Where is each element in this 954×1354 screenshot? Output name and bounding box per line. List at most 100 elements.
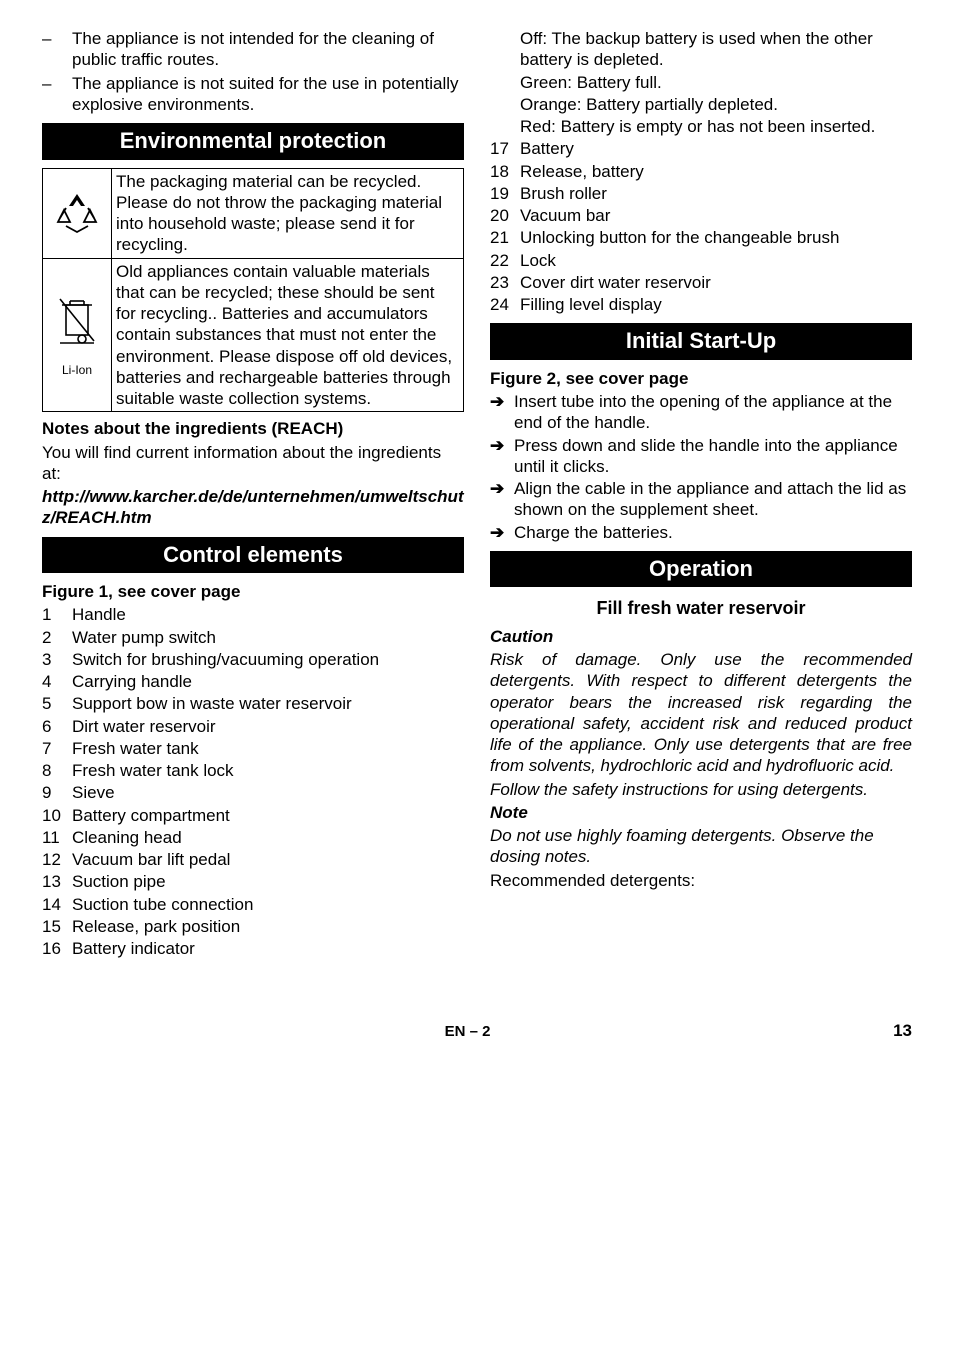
list-item: 11Cleaning head: [42, 827, 464, 848]
item-number: 6: [42, 716, 72, 737]
item-text: Vacuum bar: [520, 205, 610, 226]
item-number: 21: [490, 227, 520, 248]
intro-bullet: – The appliance is not suited for the us…: [42, 73, 464, 116]
operation-header: Operation: [490, 551, 912, 588]
item-number: 11: [42, 827, 72, 848]
item-number: 10: [42, 805, 72, 826]
wheelie-bin-icon: [52, 291, 102, 361]
list-item: 19Brush roller: [490, 183, 912, 204]
battery-state-red: Red: Battery is empty or has not been in…: [490, 116, 912, 137]
dash-marker: –: [42, 73, 72, 116]
list-item: 14Suction tube connection: [42, 894, 464, 915]
control-elements-list: 1Handle 2Water pump switch 3Switch for b…: [42, 604, 464, 959]
item-text: Filling level display: [520, 294, 662, 315]
item-text: Cover dirt water reservoir: [520, 272, 711, 293]
fill-reservoir-subhead: Fill fresh water reservoir: [490, 597, 912, 620]
dash-marker: –: [42, 28, 72, 71]
note-text: Do not use highly foaming detergents. Ob…: [490, 825, 912, 868]
item-number: 22: [490, 250, 520, 271]
step-text: Insert tube into the opening of the appl…: [514, 391, 912, 434]
environmental-table: The packaging material can be recycled. …: [42, 168, 464, 413]
list-item: 23Cover dirt water reservoir: [490, 272, 912, 293]
item-text: Carrying handle: [72, 671, 192, 692]
list-item: 20Vacuum bar: [490, 205, 912, 226]
item-text: Release, battery: [520, 161, 644, 182]
item-text: Switch for brushing/vacuuming operation: [72, 649, 379, 670]
item-text: Brush roller: [520, 183, 607, 204]
item-text: Battery: [520, 138, 574, 159]
arrow-icon: ➔: [490, 435, 514, 478]
list-item: 6Dirt water reservoir: [42, 716, 464, 737]
item-number: 20: [490, 205, 520, 226]
reach-text: You will find current information about …: [42, 442, 464, 485]
right-column: Off: The backup battery is used when the…: [490, 28, 912, 960]
step-text: Charge the batteries.: [514, 522, 673, 543]
item-text: Suction pipe: [72, 871, 166, 892]
item-number: 8: [42, 760, 72, 781]
list-item: 16Battery indicator: [42, 938, 464, 959]
list-item: 18Release, battery: [490, 161, 912, 182]
item-number: 15: [42, 916, 72, 937]
control-elements-list-cont: 17Battery 18Release, battery 19Brush rol…: [490, 138, 912, 315]
battery-state-orange: Orange: Battery partially depleted.: [490, 94, 912, 115]
note-label: Note: [490, 802, 912, 823]
list-item: 24Filling level display: [490, 294, 912, 315]
arrow-icon: ➔: [490, 391, 514, 434]
item-text: Support bow in waste water reservoir: [72, 693, 352, 714]
step-text: Press down and slide the handle into the…: [514, 435, 912, 478]
item-number: 16: [42, 938, 72, 959]
item-number: 14: [42, 894, 72, 915]
recommended-detergents: Recommended detergents:: [490, 870, 912, 891]
caution-label: Caution: [490, 626, 912, 647]
list-item: 8Fresh water tank lock: [42, 760, 464, 781]
list-item: 1Handle: [42, 604, 464, 625]
list-item: 5Support bow in waste water reservoir: [42, 693, 464, 714]
item-text: Unlocking button for the changeable brus…: [520, 227, 839, 248]
item-text: Suction tube connection: [72, 894, 253, 915]
item-text: Battery compartment: [72, 805, 230, 826]
figure2-caption: Figure 2, see cover page: [490, 368, 912, 389]
battery-state-off: Off: The backup battery is used when the…: [490, 28, 912, 71]
list-item: 9Sieve: [42, 782, 464, 803]
item-text: Water pump switch: [72, 627, 216, 648]
left-column: – The appliance is not intended for the …: [42, 28, 464, 960]
item-text: Handle: [72, 604, 126, 625]
step-text: Align the cable in the appliance and att…: [514, 478, 912, 521]
item-text: Fresh water tank lock: [72, 760, 234, 781]
page-footer: EN – 2 13: [42, 1020, 912, 1041]
footer-center: EN – 2: [445, 1023, 491, 1042]
recycle-icon-cell: [43, 168, 112, 258]
intro-bullet-text: The appliance is not suited for the use …: [72, 73, 464, 116]
reach-title: Notes about the ingredients (REACH): [42, 418, 464, 439]
environmental-protection-header: Environmental protection: [42, 123, 464, 160]
item-text: Release, park position: [72, 916, 240, 937]
item-text: Vacuum bar lift pedal: [72, 849, 230, 870]
item-number: 5: [42, 693, 72, 714]
item-number: 24: [490, 294, 520, 315]
item-number: 4: [42, 671, 72, 692]
startup-steps: ➔Insert tube into the opening of the app…: [490, 391, 912, 543]
recycle-text: The packaging material can be recycled. …: [112, 168, 464, 258]
caution-text: Risk of damage. Only use the recommended…: [490, 649, 912, 777]
list-item: 4Carrying handle: [42, 671, 464, 692]
item-number: 23: [490, 272, 520, 293]
list-item: 21Unlocking button for the changeable br…: [490, 227, 912, 248]
list-item: 22Lock: [490, 250, 912, 271]
item-text: Lock: [520, 250, 556, 271]
list-item: 13Suction pipe: [42, 871, 464, 892]
item-number: 1: [42, 604, 72, 625]
step-item: ➔Press down and slide the handle into th…: [490, 435, 912, 478]
arrow-icon: ➔: [490, 522, 514, 543]
recycle-arrows-icon: [52, 188, 102, 238]
intro-bullet-list: – The appliance is not intended for the …: [42, 28, 464, 115]
item-number: 13: [42, 871, 72, 892]
reach-url: http://www.karcher.de/de/unternehmen/umw…: [42, 486, 464, 529]
arrow-icon: ➔: [490, 478, 514, 521]
item-text: Sieve: [72, 782, 115, 803]
item-number: 3: [42, 649, 72, 670]
caution-followup: Follow the safety instructions for using…: [490, 779, 912, 800]
list-item: 7Fresh water tank: [42, 738, 464, 759]
step-item: ➔Insert tube into the opening of the app…: [490, 391, 912, 434]
step-item: ➔Charge the batteries.: [490, 522, 912, 543]
item-number: 12: [42, 849, 72, 870]
